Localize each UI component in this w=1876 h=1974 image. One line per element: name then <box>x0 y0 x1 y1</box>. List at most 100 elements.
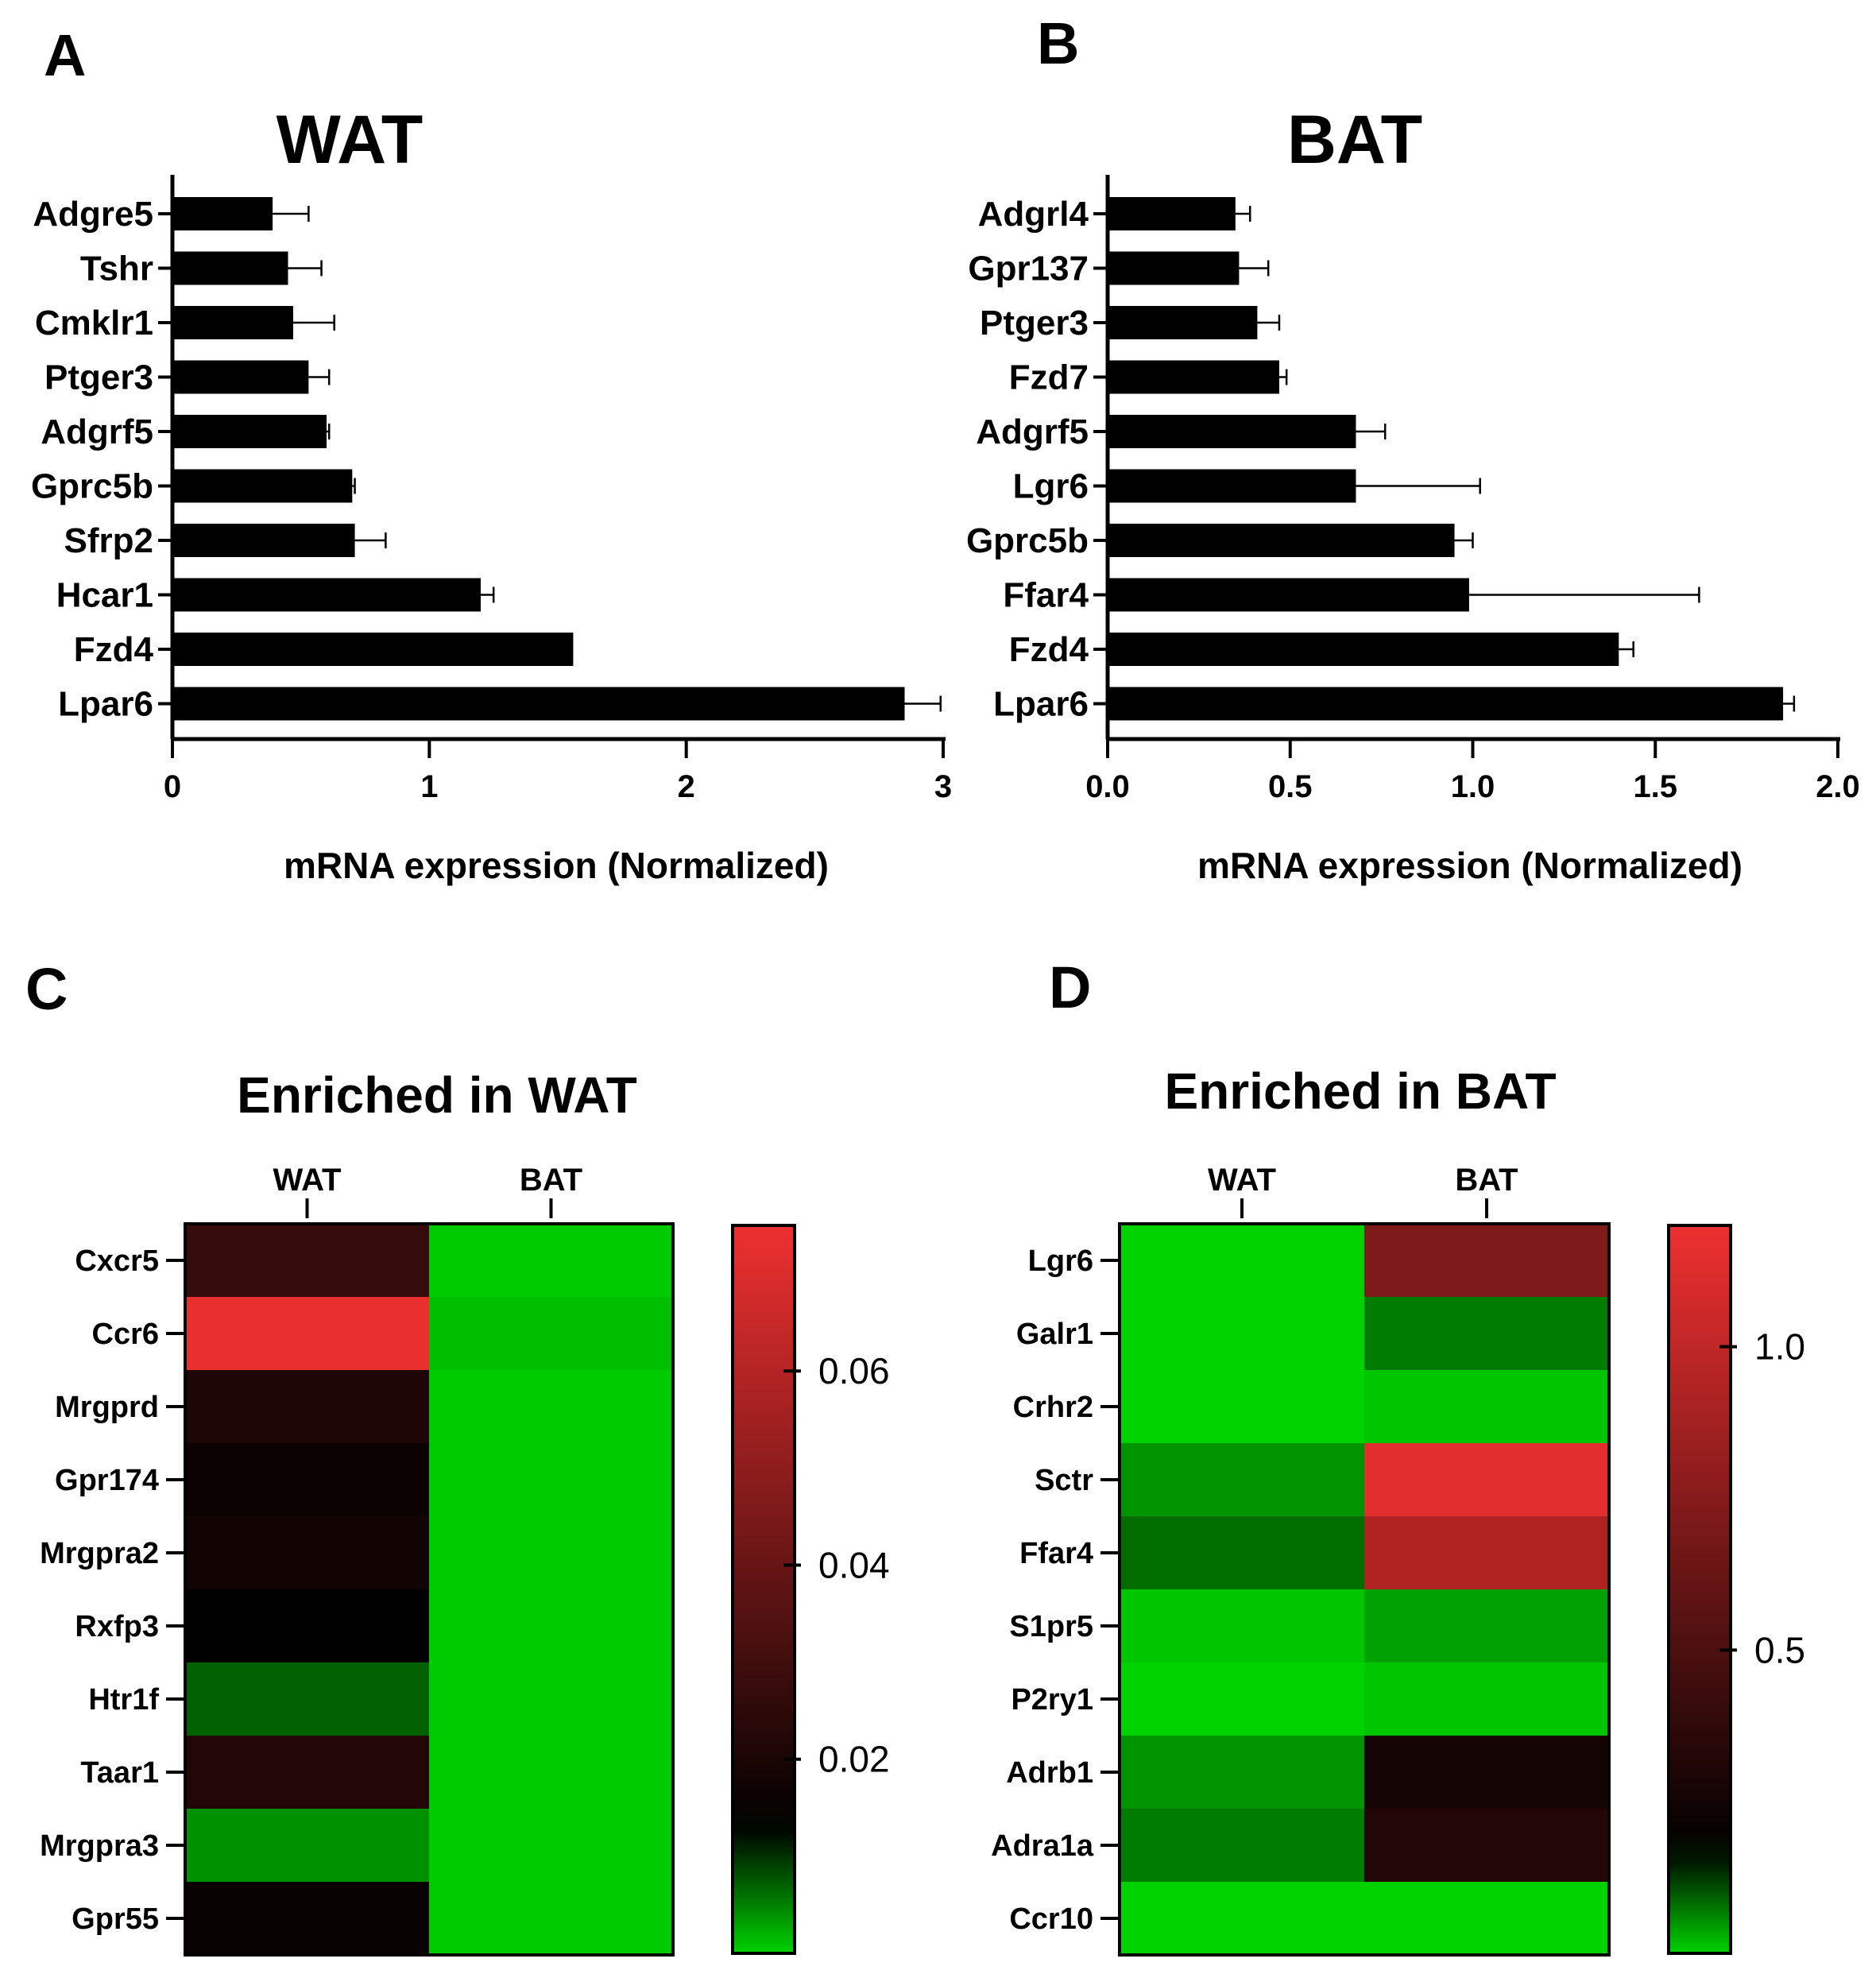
panel-a-bar <box>172 578 481 612</box>
panel-c-heat-cell <box>185 1662 430 1736</box>
panel-a-x-tick-label: 3 <box>934 769 952 804</box>
panel-b-bar <box>1108 578 1469 612</box>
panel-b-category-label: Ptger3 <box>980 304 1089 343</box>
panel-a-bar <box>172 524 355 557</box>
panel-b-x-tick-label: 0.0 <box>1085 769 1130 804</box>
panel-d-row-label: Adrb1 <box>1006 1756 1093 1790</box>
panel-d-row-label: Lgr6 <box>1028 1244 1093 1278</box>
panel-a-category-label: Gprc5b <box>31 467 153 506</box>
panel-b-bar <box>1108 306 1258 339</box>
panel-a-x-tick-label: 2 <box>678 769 695 804</box>
panel-a-category-label: Adgrf5 <box>41 412 153 451</box>
panel-d-column-label: WAT <box>1208 1163 1276 1198</box>
panel-d-heat-cell <box>1364 1224 1610 1298</box>
panel-letter-b: B <box>1037 10 1079 76</box>
panel-d-heat-cell <box>1120 1370 1365 1444</box>
panel-a-bar <box>172 251 288 285</box>
panel-b-bar <box>1108 633 1619 666</box>
panel-a-bar <box>172 306 293 339</box>
panel-c-heat-cell <box>185 1224 430 1298</box>
panel-letter-d: D <box>1049 954 1091 1020</box>
panel-c-heat-cell <box>429 1443 674 1517</box>
panel-b-bar <box>1108 687 1784 721</box>
panel-d-heat-cell <box>1364 1662 1610 1736</box>
panel-b-x-axis-title: mRNA expression (Normalized) <box>1197 845 1743 886</box>
panel-c-heat-cell <box>429 1662 674 1736</box>
panel-d-row-label: Ffar4 <box>1019 1537 1093 1570</box>
panel-c-row-label: Htr1f <box>88 1683 159 1717</box>
panel-d-title: Enriched in BAT <box>1164 1062 1556 1120</box>
panel-d-heat-cell <box>1364 1443 1610 1517</box>
panel-c-row-label: Mrgprd <box>55 1391 159 1424</box>
panel-d: D Enriched in BAT WAT BAT Lgr6 Galr1 Crhr2 Sc… <box>991 954 1805 1957</box>
panel-d-row-label: Galr1 <box>1016 1318 1093 1351</box>
panel-d-heat-cell <box>1120 1736 1365 1810</box>
panel-b-category-label: Adgrf5 <box>976 412 1089 451</box>
panel-b-category-label: Fzd7 <box>1009 358 1089 397</box>
panel-c-title: Enriched in WAT <box>237 1066 637 1124</box>
panel-d-row-label: Sctr <box>1035 1464 1093 1497</box>
panel-c-heat-cell <box>429 1882 674 1956</box>
panel-b-x-tick-label: 1.5 <box>1633 769 1677 804</box>
panel-b-category-label: Fzd4 <box>1009 630 1089 669</box>
panel-c-heat-cell <box>429 1370 674 1444</box>
panel-c-heat-cell <box>185 1443 430 1517</box>
panel-b-bar <box>1108 360 1279 394</box>
panel-c-colorbar-tick-label: 0.04 <box>818 1544 890 1585</box>
panel-d-heat-cell <box>1120 1662 1365 1736</box>
panel-c-colorbar-tick-label: 0.02 <box>818 1739 890 1780</box>
panel-c-heat-cell <box>185 1736 430 1810</box>
panel-c-heat-cell <box>429 1736 674 1810</box>
panel-a-category-label: Tshr <box>80 250 153 288</box>
panel-c-heatmap-frame <box>184 1222 675 1957</box>
panel-b-category-label: Adgrl4 <box>978 195 1089 234</box>
panel-c-row-label: Rxfp3 <box>75 1610 159 1643</box>
panel-d-heat-cell <box>1364 1297 1610 1371</box>
panel-d-heat-cell <box>1364 1589 1610 1663</box>
panel-c-heat-cell <box>185 1297 430 1371</box>
panel-b-bar <box>1108 524 1455 557</box>
panel-c-column-label: WAT <box>273 1163 342 1198</box>
panel-d-colorbar <box>1667 1224 1732 1955</box>
panel-a-title: WAT <box>277 102 424 178</box>
panel-a-bar <box>172 633 574 666</box>
panel-d-column-label: BAT <box>1455 1163 1518 1198</box>
panel-b-bar <box>1108 415 1356 448</box>
panel-c-heat-cell <box>185 1809 430 1883</box>
panel-d-row-label: S1pr5 <box>1009 1610 1093 1643</box>
panel-b-category-label: Lpar6 <box>993 685 1089 724</box>
panel-d-heat-cell <box>1120 1297 1365 1371</box>
panel-c-heat-cell <box>185 1516 430 1590</box>
panel-b-bar <box>1108 197 1236 230</box>
panel-b-title: BAT <box>1287 102 1422 178</box>
panel-a-x-tick-label: 0 <box>164 769 181 804</box>
panel-d-colorbar-tick-label: 0.5 <box>1754 1629 1805 1670</box>
panel-d-heat-cell <box>1120 1443 1365 1517</box>
panel-c-row-label: Mrgpra3 <box>40 1829 159 1863</box>
panel-a-bar <box>172 360 309 394</box>
panel-a-x-tick-label: 1 <box>420 769 438 804</box>
panel-d-heat-cell <box>1120 1516 1365 1590</box>
panel-c-row-label: Mrgpra2 <box>40 1537 159 1570</box>
panel-c-heat-cell <box>429 1589 674 1663</box>
panel-d-heat-cell <box>1364 1882 1610 1956</box>
panel-d-row-label: P2ry1 <box>1011 1683 1093 1717</box>
panel-d-heat-cell <box>1120 1224 1365 1298</box>
panel-a-bar <box>172 469 353 503</box>
panel-a-category-label: Sfrp2 <box>64 521 153 560</box>
panel-d-heat-cell <box>1364 1516 1610 1590</box>
panel-a-category-label: Cmklr1 <box>35 304 153 343</box>
panel-a-category-label: Ptger3 <box>44 358 153 397</box>
panel-b-category-label: Gprc5b <box>966 521 1089 560</box>
panel-c-heat-cell <box>185 1589 430 1663</box>
panel-d-heat-cell <box>1364 1809 1610 1883</box>
panel-a-bar <box>172 687 905 721</box>
panel-b-bar <box>1108 251 1240 285</box>
panel-c-row-label: Cxcr5 <box>75 1244 159 1278</box>
panel-c-heat-cell <box>429 1297 674 1371</box>
panel-d-heat-cell <box>1120 1809 1365 1883</box>
panel-b-x-tick-label: 2.0 <box>1816 769 1860 804</box>
panel-a-bar <box>172 197 273 230</box>
panel-letter-c: C <box>25 956 68 1022</box>
panel-c-row-label: Ccr6 <box>92 1318 160 1351</box>
